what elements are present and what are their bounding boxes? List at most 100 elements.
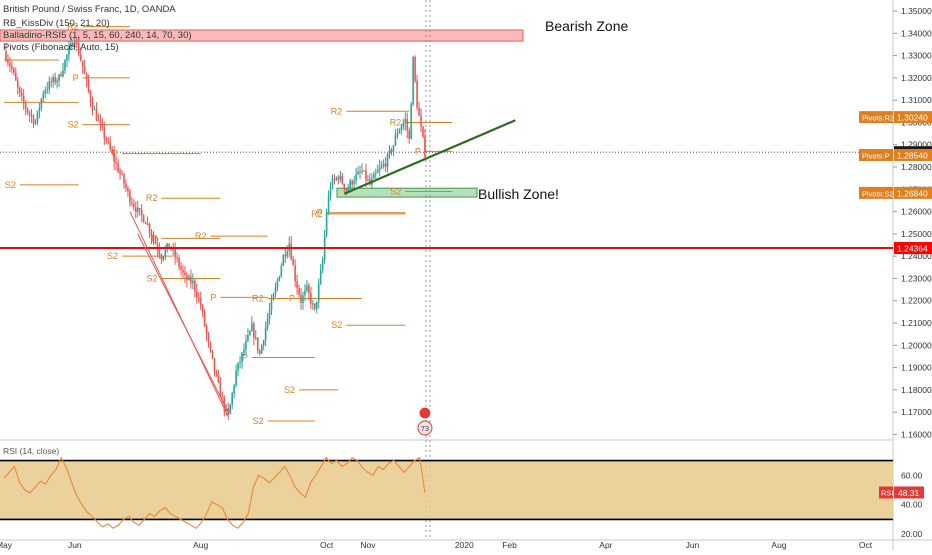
candle-body-155 [308,285,310,294]
candle-body-33 [68,47,70,55]
indicator-kissdiv-label[interactable]: RB_KissDiv (150, 21, 20) [3,18,110,29]
pivot-label-11: S2 [146,273,157,283]
candle-body-176 [349,180,351,188]
indicator-pivots-label[interactable]: Pivots (Fibonacci, Auto, 15) [3,42,119,53]
candle-body-24 [50,81,53,83]
candle-body-205 [406,119,409,131]
bearish-zone [0,29,524,42]
rsi-badge-value: 48.31 [898,488,920,498]
candle-body-15 [32,116,35,124]
candle-body-105 [209,342,212,351]
candle-body-23 [48,81,51,90]
candle-body-126 [251,323,253,332]
candle-body-8 [18,87,21,93]
candle-body-202 [400,126,403,131]
candle-body-195 [386,153,389,167]
time-tick-9: Aug [771,540,786,550]
candle-body-212 [420,115,422,127]
chart-title: British Pound / Swiss Franc, 1D, OANDA [3,4,176,15]
counter-badge-count: 73 [421,424,429,433]
candle-body-156 [310,293,312,304]
rsi-badge [894,486,924,499]
candle-body-59 [119,171,121,174]
candle-body-151 [300,294,302,303]
candle-body-13 [28,112,31,115]
candle-body-76 [152,236,155,240]
candle-body-49 [99,120,102,124]
price-tick-11: 1.24000 [901,251,932,261]
rsi-tick-0: 60.00 [901,470,923,480]
candle-body-131 [260,345,263,354]
time-tick-0: May [0,540,13,550]
candle-body-150 [298,288,300,295]
candle-body-189 [374,172,377,175]
candle-body-196 [388,149,391,154]
time-tick-8: Jun [686,540,700,550]
candle-body-90 [180,266,182,270]
candle-body-194 [384,163,387,167]
pivot-label-21: R2 [311,209,323,219]
candle-body-62 [125,183,127,188]
time-tick-10: Oct [859,540,873,550]
candle-body-103 [205,325,208,335]
candle-body-154 [306,285,308,291]
candle-body-53 [107,141,110,143]
candle-body-52 [105,138,108,142]
time-tick-4: Nov [360,540,376,550]
candle-body-180 [357,171,359,175]
candle-body-3 [9,62,11,67]
candle-body-190 [376,169,379,173]
price-tick-16: 1.19000 [901,363,932,373]
candle-body-199 [394,135,397,146]
indicator-rsi5-label[interactable]: Balladino-RSI5 (1, 5, 15, 60, 240, 14, 7… [3,30,192,41]
rsi-tick-2: 20.00 [901,529,923,539]
rsi-badge-label-bg [879,486,893,499]
candle-body-7 [16,80,19,88]
candle-body-5 [13,68,15,73]
candle-body-162 [321,260,324,271]
candle-body-125 [249,331,251,335]
candle-body-118 [235,370,237,386]
candle-body-80 [160,254,163,260]
candle-body-129 [256,337,259,351]
candle-body-1 [5,51,7,61]
candle-body-172 [341,175,344,184]
candle-body-89 [178,257,180,267]
candle-body-75 [150,232,153,237]
candle-body-22 [46,89,49,91]
rsi-title: RSI (14, close) [3,446,60,456]
candle-body-192 [380,165,383,168]
candle-body-107 [213,358,216,372]
time-tick-3: Oct [320,540,334,550]
rsi-band [0,460,893,520]
candle-body-134 [266,318,269,328]
candle-body-50 [101,123,104,128]
candle-body-200 [396,133,399,136]
alert-badge-icon [418,406,432,420]
candle-body-98 [195,291,198,298]
price-tick-1: 1.34000 [901,28,932,38]
candle-body-183 [363,170,365,172]
candle-body-94 [188,276,190,281]
price-badge-4 [894,242,932,255]
candle-body-56 [113,153,115,163]
candle-body-102 [203,311,206,326]
trend-line-1 [129,211,229,417]
candle-body-37 [75,42,78,44]
pivot-label-18: R2 [331,106,343,116]
candle-body-9 [20,92,23,96]
candle-body-168 [333,178,336,180]
candle-body-144 [286,251,289,257]
candle-body-153 [304,290,306,296]
price-tick-14: 1.21000 [901,318,932,328]
candle-body-165 [327,196,330,213]
candle-body-138 [274,287,277,295]
candle-body-108 [215,371,218,376]
pivot-label-8: R2 [195,231,207,241]
candle-body-106 [211,350,214,359]
candle-body-193 [382,163,385,166]
pivot-label-6: S2 [5,180,16,190]
candle-body-92 [184,272,186,276]
